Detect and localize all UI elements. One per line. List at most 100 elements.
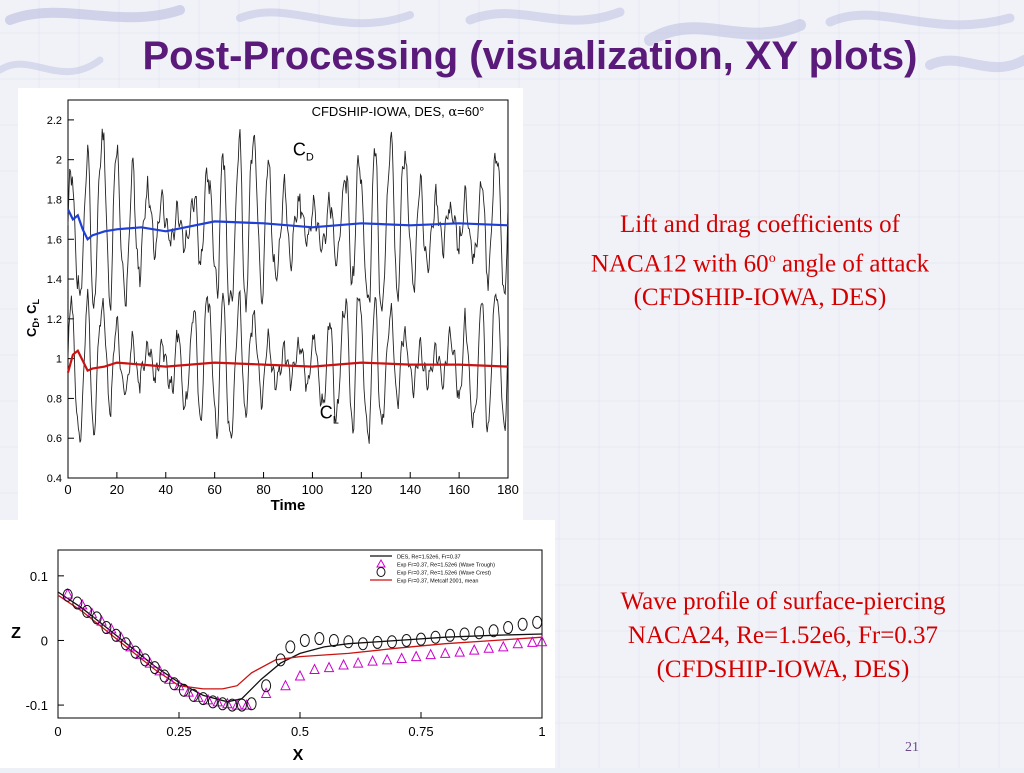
- crest-point: [159, 669, 170, 683]
- trough-point: [536, 635, 548, 647]
- x-tick-label: 120: [350, 482, 372, 497]
- trough-point: [323, 661, 335, 673]
- crest-point: [236, 698, 247, 712]
- trough-point: [62, 587, 73, 599]
- crest-point: [130, 645, 141, 659]
- series-line: [57, 591, 543, 703]
- trough-point: [212, 695, 224, 707]
- x-tick-label: 0.5: [291, 724, 309, 739]
- trough-point: [410, 650, 422, 662]
- slide-title: Post-Processing (visualization, XY plots…: [142, 34, 918, 78]
- crest-point: [430, 630, 441, 644]
- trough-point: [280, 679, 291, 691]
- trough-point: [96, 614, 107, 626]
- crest-point: [178, 683, 189, 697]
- crest-point: [275, 653, 286, 667]
- cd-mean-line: [67, 208, 509, 242]
- top-caption-line1: Lift and drag coefficients of: [620, 211, 900, 238]
- x-tick-label: 160: [448, 482, 470, 497]
- cd-inst-line: [67, 128, 509, 313]
- crest-point: [532, 615, 543, 629]
- crest-point: [314, 632, 325, 646]
- top-caption-line3: (CFDSHIP-IOWA, DES): [633, 284, 887, 312]
- trough-point: [367, 655, 378, 666]
- crest-point: [299, 633, 310, 647]
- crest-point: [140, 653, 151, 667]
- crest-point: [111, 628, 122, 642]
- y-tick-label: 0: [41, 633, 48, 648]
- x-tick-label: 0: [54, 724, 61, 739]
- bottom-caption-line3: (CFDSHIP-IOWA, DES): [656, 656, 910, 683]
- crest-point: [416, 632, 426, 646]
- trough-point: [381, 653, 393, 665]
- series-line: [57, 594, 543, 690]
- y-tick-label: 0.8: [47, 393, 62, 405]
- cl-mean-line: [66, 348, 509, 373]
- trough-point: [260, 687, 272, 698]
- crest-point: [357, 637, 368, 651]
- y-tick-label: 0.6: [47, 433, 62, 445]
- trough-point: [352, 656, 364, 668]
- crest-point: [91, 611, 102, 625]
- trough-point: [222, 697, 233, 709]
- crest-point: [149, 661, 160, 675]
- cd-cl-chart: CFDSHIP-IOWA, DES, α=60° 0.4 0.6 0.8 1 1.2 1.…: [24, 99, 519, 514]
- x-tick-label: 1: [538, 724, 545, 739]
- y-tick-label: 1.8: [47, 194, 62, 206]
- crest-point: [198, 692, 209, 706]
- y-tick-label: 0.1: [30, 569, 48, 584]
- trough-point: [202, 693, 214, 705]
- y-tick-label: 1.2: [47, 314, 62, 326]
- x-axis-label: Time: [271, 497, 306, 514]
- trough-point: [193, 691, 204, 702]
- slide-number: 21: [905, 740, 919, 755]
- x-tick-label: 140: [399, 482, 421, 497]
- crest-point: [246, 697, 257, 711]
- bottom-caption-line2: NACA24, Re=1.52e6, Fr=0.37: [627, 622, 939, 649]
- trough-point: [231, 698, 243, 710]
- crest-point: [372, 635, 383, 649]
- top-caption-line2: NACA12 with 60o angle of attack: [590, 250, 930, 278]
- trough-point: [396, 652, 407, 664]
- crest-point: [328, 633, 339, 647]
- y-axis-label: Z: [11, 625, 21, 642]
- crest-point: [207, 695, 218, 709]
- y-tick-label: 1: [56, 354, 62, 366]
- crest-point: [401, 633, 412, 647]
- crest-point: [120, 637, 131, 651]
- x-tick-label: 60: [207, 482, 221, 497]
- crest-point: [474, 626, 485, 640]
- trough-point: [527, 636, 538, 647]
- legend-label: DES, Re=1.52e6, Fr=0.37: [397, 555, 461, 561]
- y-tick-label: -0.1: [26, 698, 48, 713]
- trough-point: [468, 644, 480, 655]
- crest-point: [188, 688, 199, 702]
- x-tick-label: 0.75: [408, 724, 433, 739]
- crest-point: [227, 698, 238, 712]
- crest-point: [503, 621, 514, 635]
- trough-point: [338, 658, 349, 670]
- trough-point: [309, 663, 320, 675]
- crest-point: [343, 635, 354, 649]
- chart-title: CFDSHIP-IOWA, DES, α=60°: [312, 104, 485, 120]
- crest-point: [445, 628, 456, 642]
- bottom-caption-line1: Wave profile of surface-piercing: [620, 588, 946, 615]
- crest-point: [62, 588, 73, 602]
- legend-marker: [376, 558, 386, 568]
- top-caption: Lift and drag coefficients of NACA12 wit…: [520, 208, 1000, 315]
- trough-point: [483, 642, 495, 653]
- crest-point: [517, 617, 528, 631]
- x-tick-label: 40: [159, 482, 173, 497]
- x-tick-label: 180: [497, 482, 519, 497]
- trough-point: [425, 648, 436, 660]
- x-axis-label: X: [293, 747, 304, 764]
- y-tick-label: 0.4: [47, 473, 62, 485]
- x-tick-label: 0.25: [166, 724, 191, 739]
- crest-point: [169, 677, 180, 691]
- trough-point: [454, 645, 466, 657]
- crest-point: [285, 640, 296, 654]
- y-tick-label: 1.6: [47, 234, 62, 246]
- curve-annotation: CL: [320, 402, 339, 426]
- plot-frame: [67, 99, 509, 479]
- decorative-swirls: [0, 5, 1024, 75]
